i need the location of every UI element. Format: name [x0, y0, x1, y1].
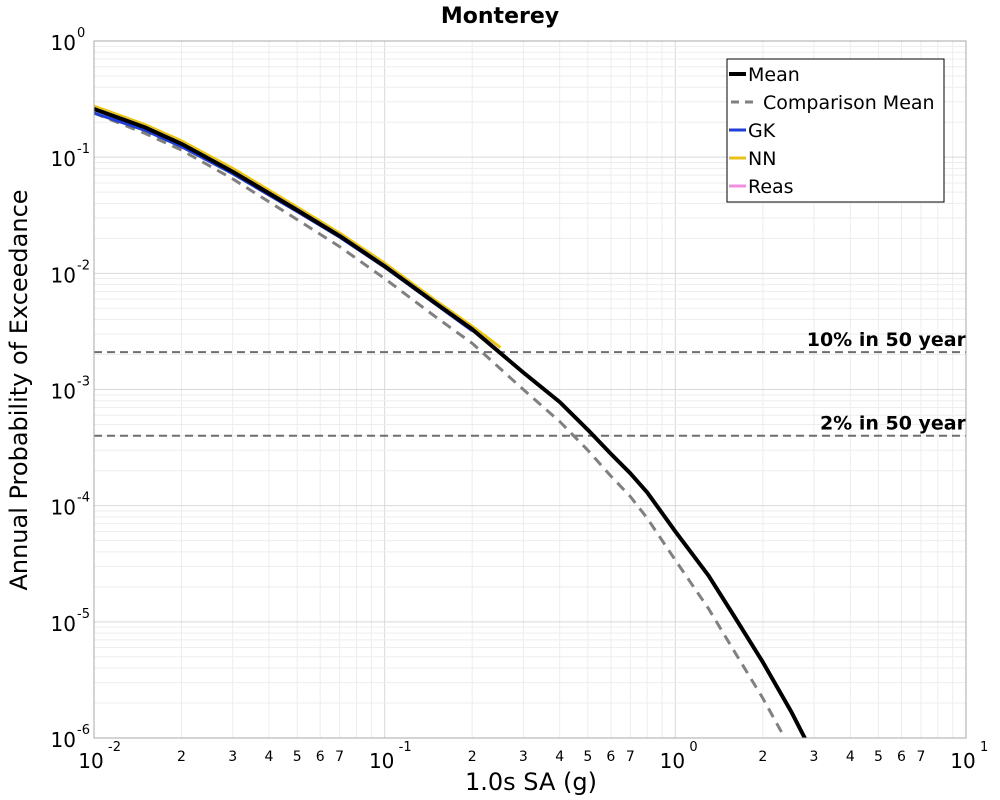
reference-line-label: 2% in 50 year [820, 413, 967, 435]
y-tick-base: 10 [51, 612, 76, 636]
legend-label: GK [748, 120, 776, 142]
y-tick-base: 10 [51, 31, 76, 55]
x-tick-minor: 4 [555, 749, 564, 765]
x-tick-minor: 5 [874, 749, 883, 765]
y-tick-base: 10 [51, 380, 76, 404]
series-line-nn [94, 104, 502, 349]
x-tick-major: 10 -2 [78, 740, 121, 773]
legend-item: Comparison Mean [731, 92, 935, 114]
chart-title: Monterey [441, 4, 559, 29]
legend-item: GK [729, 120, 776, 142]
x-tick-minor: 4 [265, 749, 274, 765]
x-tick-minor: 6 [897, 749, 906, 765]
legend-label: Comparison Mean [763, 92, 935, 114]
x-tick-minor: 7 [335, 749, 344, 765]
reference-lines: 10% in 50 year 2% in 50 year [94, 329, 967, 437]
y-tick-exponent: -2 [77, 258, 90, 273]
y-tick-base: 10 [51, 263, 76, 287]
reference-line-label: 10% in 50 year [807, 329, 967, 351]
y-tick-major: 10 -1 [51, 142, 90, 171]
plot-frame [93, 40, 967, 739]
series-line-mean [94, 107, 808, 738]
series-lines [94, 104, 808, 738]
legend-item: NN [729, 148, 776, 170]
y-axis-label: Annual Probability of Exceedance [5, 189, 33, 590]
legend-item: Mean [729, 64, 800, 86]
x-tick-minor: 2 [758, 749, 767, 765]
series-line-comparison-mean [94, 111, 787, 738]
y-tick-exponent: -6 [77, 723, 90, 738]
x-tick-minor: 3 [228, 749, 237, 765]
x-tick-major: 10 -1 [369, 740, 412, 773]
x-tick-base: 10 [78, 749, 103, 773]
x-tick-minor: 2 [468, 749, 477, 765]
x-tick-major: 10 1 [950, 740, 988, 773]
y-tick-exponent: -4 [77, 491, 90, 506]
x-tick-base: 10 [660, 749, 685, 773]
x-tick-exponent: -2 [108, 740, 121, 755]
y-tick-major: 10 -6 [51, 723, 90, 752]
x-tick-minor: 7 [917, 749, 926, 765]
x-tick-base: 10 [950, 749, 975, 773]
x-tick-major: 10 0 [660, 740, 698, 773]
y-tick-base: 10 [51, 147, 76, 171]
y-tick-major: 10 0 [51, 26, 86, 55]
x-tick-minor: 2 [177, 749, 186, 765]
x-tick-minor: 6 [606, 749, 615, 765]
legend-item: Reas [729, 176, 794, 198]
y-tick-exponent: -5 [77, 607, 90, 622]
gridlines [93, 41, 966, 739]
x-tick-minor: 6 [316, 749, 325, 765]
legend-label: NN [748, 148, 776, 170]
legend: Mean Comparison Mean GK NN Reas [726, 58, 945, 203]
y-tick-major: 10 -5 [51, 607, 90, 636]
y-tick-major: 10 -2 [51, 258, 90, 287]
x-tick-minor: 3 [810, 749, 819, 765]
x-tick-minor: 4 [846, 749, 855, 765]
x-tick-minor: 5 [583, 749, 592, 765]
x-tick-minor: 7 [626, 749, 635, 765]
x-tick-minor: 5 [293, 749, 302, 765]
legend-label: Mean [748, 64, 800, 86]
y-tick-exponent: 0 [77, 26, 85, 41]
y-tick-base: 10 [51, 728, 76, 752]
y-tick-exponent: -1 [77, 142, 90, 157]
plot-border [93, 40, 967, 739]
x-tick-exponent: 1 [980, 740, 988, 755]
y-tick-major: 10 -3 [51, 375, 90, 404]
x-tick-exponent: -1 [399, 740, 412, 755]
x-tick-minor: 3 [519, 749, 528, 765]
y-tick-major: 10 -4 [51, 491, 90, 520]
x-tick-exponent: 0 [689, 740, 697, 755]
y-tick-exponent: -3 [77, 375, 90, 390]
x-tick-base: 10 [369, 749, 394, 773]
y-tick-base: 10 [51, 496, 76, 520]
legend-box [726, 58, 945, 203]
x-axis-label: 1.0s SA (g) [465, 768, 597, 796]
legend-label: Reas [748, 176, 794, 198]
